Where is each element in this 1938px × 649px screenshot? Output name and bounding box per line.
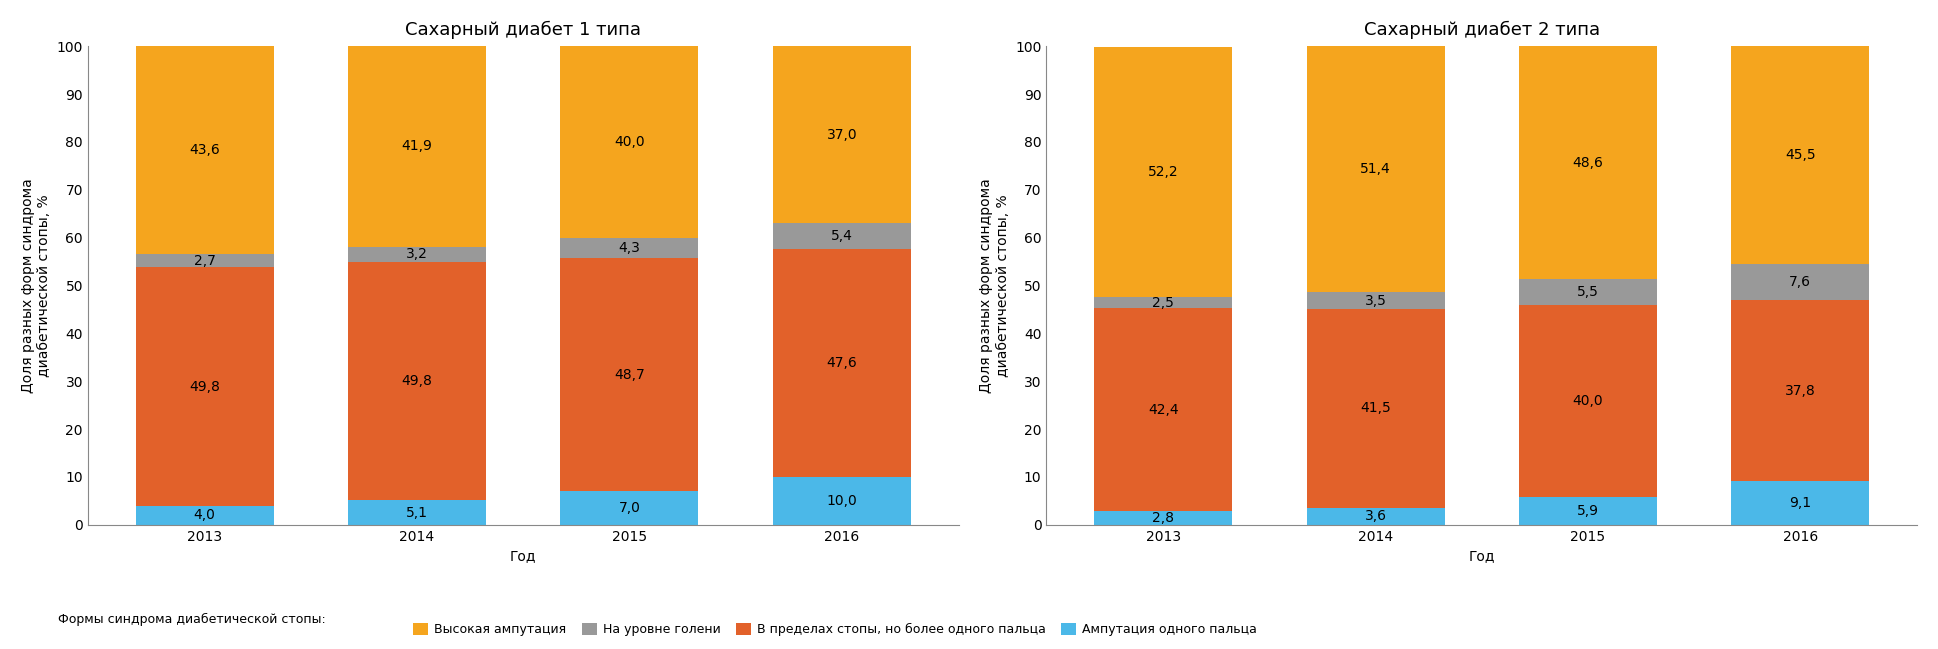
Text: Формы синдрома диабетической стопы:: Формы синдрома диабетической стопы: — [58, 613, 326, 626]
Text: 51,4: 51,4 — [1360, 162, 1391, 177]
Title: Сахарный диабет 1 типа: Сахарный диабет 1 типа — [405, 21, 641, 39]
Text: 5,9: 5,9 — [1578, 504, 1599, 518]
Text: 47,6: 47,6 — [826, 356, 857, 370]
Bar — [349, 262, 486, 500]
Bar — [560, 258, 698, 491]
Bar — [1095, 308, 1233, 511]
Text: 48,6: 48,6 — [1572, 156, 1603, 169]
Bar — [560, 238, 698, 258]
Text: 4,0: 4,0 — [194, 508, 215, 522]
Bar — [349, 46, 486, 247]
Text: 48,7: 48,7 — [614, 368, 645, 382]
Title: Сахарный диабет 2 типа: Сахарный диабет 2 типа — [1364, 21, 1601, 39]
Bar — [349, 500, 486, 525]
Text: 41,5: 41,5 — [1360, 401, 1391, 415]
Text: 37,0: 37,0 — [826, 128, 857, 141]
Bar — [773, 46, 911, 223]
Text: 43,6: 43,6 — [190, 143, 221, 157]
Bar — [1306, 508, 1444, 525]
Text: 5,1: 5,1 — [407, 506, 428, 520]
Text: 9,1: 9,1 — [1789, 496, 1812, 510]
Text: 5,5: 5,5 — [1578, 285, 1599, 299]
Bar — [773, 223, 911, 249]
Text: 4,3: 4,3 — [618, 241, 640, 255]
Bar — [1306, 292, 1444, 309]
Text: 5,4: 5,4 — [831, 229, 853, 243]
Bar — [1095, 511, 1233, 525]
Text: 3,2: 3,2 — [407, 247, 428, 262]
Text: 37,8: 37,8 — [1785, 384, 1816, 398]
Text: 2,8: 2,8 — [1153, 511, 1174, 525]
Bar — [1519, 46, 1657, 279]
Y-axis label: Доля разных форм синдрома
диабетической стопы, %: Доля разных форм синдрома диабетической … — [21, 178, 50, 393]
Bar — [1306, 46, 1444, 292]
Y-axis label: Доля разных форм синдрома
диабетической стопы, %: Доля разных форм синдрома диабетической … — [979, 178, 1010, 393]
Text: 10,0: 10,0 — [826, 494, 857, 508]
Text: 45,5: 45,5 — [1785, 148, 1816, 162]
Text: 7,0: 7,0 — [618, 501, 640, 515]
Text: 52,2: 52,2 — [1147, 165, 1178, 178]
X-axis label: Год: Год — [510, 549, 537, 563]
Bar — [136, 45, 273, 254]
Text: 49,8: 49,8 — [190, 380, 221, 393]
Bar — [136, 254, 273, 267]
Bar — [773, 477, 911, 525]
Bar — [1731, 482, 1870, 525]
Bar — [1306, 309, 1444, 508]
Text: 49,8: 49,8 — [401, 374, 432, 388]
Legend: Высокая ампутация, На уровне голени, В пределах стопы, но более одного пальца, А: Высокая ампутация, На уровне голени, В п… — [413, 623, 1258, 636]
Text: 3,5: 3,5 — [1364, 293, 1386, 308]
Bar — [773, 249, 911, 477]
Text: 41,9: 41,9 — [401, 140, 432, 153]
Bar — [1731, 46, 1870, 264]
Bar — [1519, 496, 1657, 525]
Text: 7,6: 7,6 — [1789, 275, 1812, 289]
Bar — [1095, 47, 1233, 297]
Text: 42,4: 42,4 — [1147, 403, 1178, 417]
Bar — [1095, 297, 1233, 308]
Bar — [1731, 264, 1870, 300]
Bar — [1731, 300, 1870, 482]
Bar — [1519, 279, 1657, 305]
Text: 3,6: 3,6 — [1364, 509, 1386, 523]
Bar — [136, 267, 273, 506]
Bar — [560, 46, 698, 238]
Text: 2,7: 2,7 — [194, 254, 215, 268]
Text: 40,0: 40,0 — [614, 135, 645, 149]
Bar — [349, 247, 486, 262]
Bar — [560, 491, 698, 525]
Bar — [1519, 305, 1657, 496]
Bar — [136, 506, 273, 525]
Text: 40,0: 40,0 — [1572, 394, 1603, 408]
Text: 2,5: 2,5 — [1153, 295, 1174, 310]
X-axis label: Год: Год — [1469, 549, 1494, 563]
